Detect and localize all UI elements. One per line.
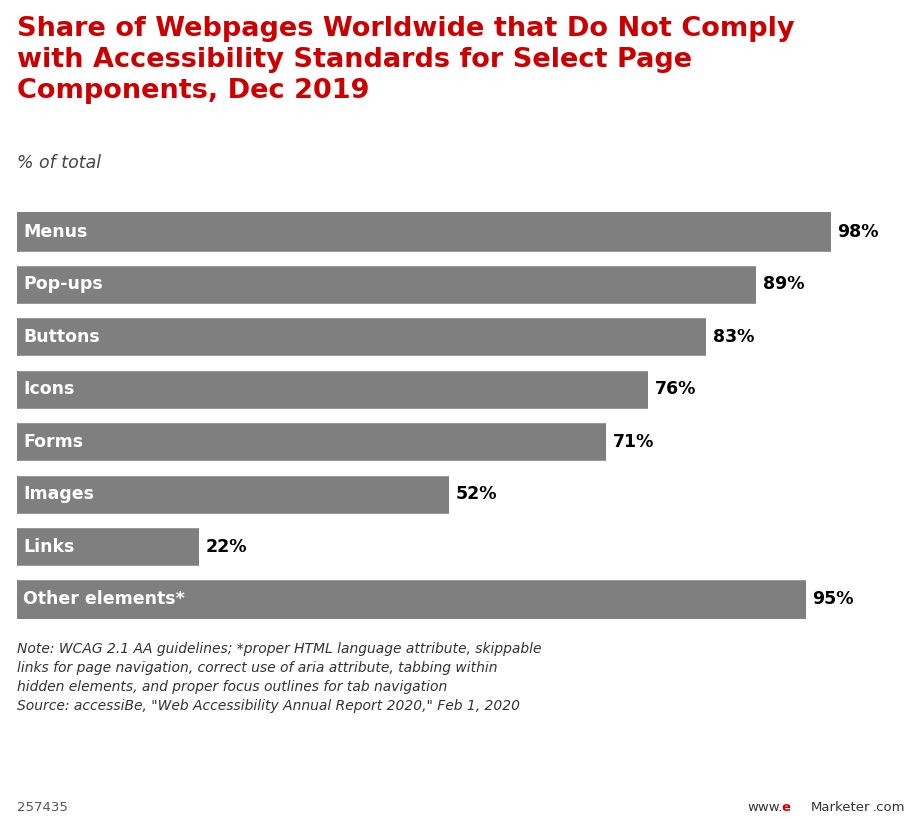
- Text: 76%: 76%: [655, 380, 696, 398]
- Text: Buttons: Buttons: [23, 328, 100, 346]
- Text: Other elements*: Other elements*: [23, 590, 185, 609]
- Bar: [17, 422, 607, 461]
- Text: Note: WCAG 2.1 AA guidelines; *proper HTML language attribute, skippable
links f: Note: WCAG 2.1 AA guidelines; *proper HT…: [17, 642, 541, 713]
- Bar: [17, 461, 905, 474]
- Bar: [17, 304, 905, 317]
- Text: Icons: Icons: [23, 380, 75, 398]
- Text: Pop-ups: Pop-ups: [23, 275, 103, 293]
- Text: e: e: [781, 801, 790, 814]
- Bar: [17, 317, 706, 356]
- Text: % of total: % of total: [17, 154, 100, 172]
- Bar: [17, 356, 905, 369]
- Text: Menus: Menus: [23, 223, 88, 241]
- Text: .com: .com: [873, 801, 905, 814]
- Text: 89%: 89%: [762, 275, 804, 293]
- Bar: [17, 567, 905, 580]
- Bar: [17, 251, 905, 265]
- Text: 257435: 257435: [17, 801, 67, 814]
- Bar: [17, 474, 448, 514]
- Bar: [17, 265, 756, 304]
- Bar: [17, 369, 648, 409]
- Text: 83%: 83%: [713, 328, 754, 346]
- Text: 22%: 22%: [206, 537, 247, 555]
- Bar: [17, 514, 905, 527]
- Bar: [17, 409, 905, 422]
- Bar: [17, 580, 806, 619]
- Text: 98%: 98%: [837, 223, 879, 241]
- Text: Marketer: Marketer: [810, 801, 869, 814]
- Text: 71%: 71%: [613, 432, 655, 450]
- Text: 95%: 95%: [812, 590, 854, 609]
- Text: www.: www.: [747, 801, 783, 814]
- Bar: [17, 527, 199, 567]
- Text: Links: Links: [23, 537, 75, 555]
- Text: Forms: Forms: [23, 432, 83, 450]
- Text: Share of Webpages Worldwide that Do Not Comply
with Accessibility Standards for : Share of Webpages Worldwide that Do Not …: [17, 16, 794, 103]
- Bar: [17, 212, 831, 251]
- Text: Images: Images: [23, 485, 94, 503]
- Text: 52%: 52%: [455, 485, 497, 503]
